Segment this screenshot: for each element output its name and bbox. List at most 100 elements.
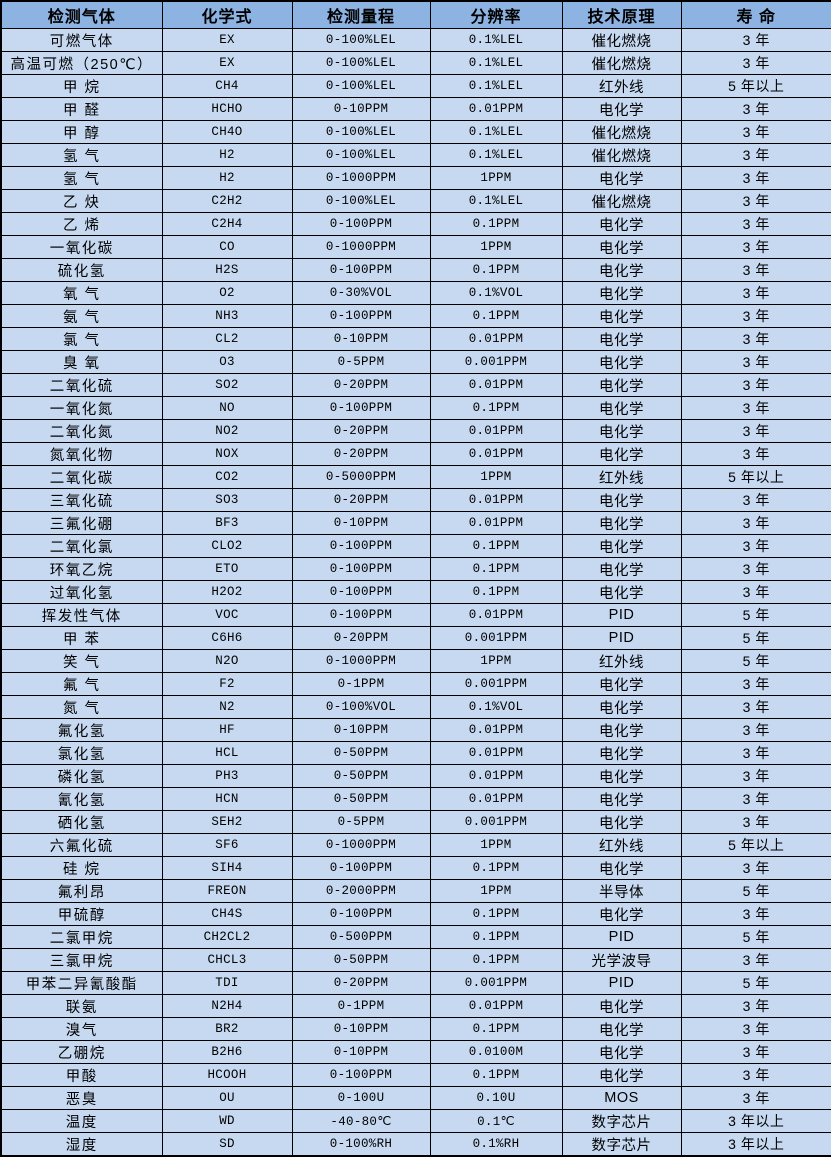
- cell-formula: EX: [161, 51, 293, 75]
- column-header-lifetime: 寿 命: [680, 0, 831, 29]
- cell-life: 5 年以上: [680, 465, 831, 489]
- cell-range: 0-10PPM: [291, 97, 431, 121]
- cell-tech: 电化学: [561, 580, 682, 604]
- cell-name: 一氧化氮: [0, 396, 163, 420]
- cell-life: 3 年: [680, 557, 831, 581]
- cell-formula: H2: [161, 166, 293, 190]
- cell-resolution: 1PPM: [429, 649, 563, 673]
- cell-resolution: 0.1%RH: [429, 1132, 563, 1157]
- table-row: 氨 气 NH3 0-100PPM 0.1PPM 电化学 3 年: [0, 304, 831, 328]
- cell-range: 0-100PPM: [291, 580, 431, 604]
- column-header-resolution: 分辨率: [429, 0, 563, 29]
- cell-tech: PID: [561, 603, 682, 627]
- cell-life: 3 年: [680, 97, 831, 121]
- cell-resolution: 1PPM: [429, 465, 563, 489]
- cell-tech: 电化学: [561, 718, 682, 742]
- table-row: 二氧化碳 CO2 0-5000PPM 1PPM 红外线 5 年以上: [0, 465, 831, 489]
- table-row: 二氯甲烷 CH2CL2 0-500PPM 0.1PPM PID 5 年: [0, 925, 831, 949]
- cell-name: 硒化氢: [0, 810, 163, 834]
- table-row: 氧 气 O2 0-30%VOL 0.1%VOL 电化学 3 年: [0, 281, 831, 305]
- cell-range: 0-100%LEL: [291, 74, 431, 98]
- cell-tech: 半导体: [561, 879, 682, 903]
- cell-name: 乙 炔: [0, 189, 163, 213]
- cell-life: 3 年: [680, 1040, 831, 1064]
- cell-formula: BF3: [161, 511, 293, 535]
- cell-tech: 电化学: [561, 350, 682, 374]
- cell-life: 3 年: [680, 120, 831, 144]
- cell-formula: TDI: [161, 971, 293, 995]
- table-row: 硅 烷 SIH4 0-100PPM 0.1PPM 电化学 3 年: [0, 856, 831, 880]
- cell-range: 0-1000PPM: [291, 235, 431, 259]
- cell-name: 一氧化碳: [0, 235, 163, 259]
- table-row: 甲苯二异氰酸酯 TDI 0-20PPM 0.001PPM PID 5 年: [0, 971, 831, 995]
- table-row: 乙 烯 C2H4 0-100PPM 0.1PPM 电化学 3 年: [0, 212, 831, 236]
- cell-tech: 催化燃烧: [561, 120, 682, 144]
- cell-resolution: 0.10U: [429, 1086, 563, 1110]
- cell-formula: CO: [161, 235, 293, 259]
- cell-range: 0-100PPM: [291, 304, 431, 328]
- table-row: 三氟化硼 BF3 0-10PPM 0.01PPM 电化学 3 年: [0, 511, 831, 535]
- cell-range: 0-1000PPM: [291, 649, 431, 673]
- cell-tech: 电化学: [561, 1063, 682, 1087]
- cell-life: 5 年: [680, 649, 831, 673]
- cell-tech: 电化学: [561, 1040, 682, 1064]
- cell-tech: 电化学: [561, 327, 682, 351]
- cell-tech: 电化学: [561, 281, 682, 305]
- cell-name: 甲 醛: [0, 97, 163, 121]
- cell-range: 0-100PPM: [291, 603, 431, 627]
- cell-resolution: 0.01PPM: [429, 373, 563, 397]
- cell-tech: 电化学: [561, 373, 682, 397]
- cell-range: 0-50PPM: [291, 787, 431, 811]
- cell-life: 3 年: [680, 281, 831, 305]
- cell-tech: 电化学: [561, 741, 682, 765]
- cell-formula: CHCL3: [161, 948, 293, 972]
- cell-range: 0-100PPM: [291, 396, 431, 420]
- cell-name: 环氧乙烷: [0, 557, 163, 581]
- cell-name: 笑 气: [0, 649, 163, 673]
- cell-formula: C2H4: [161, 212, 293, 236]
- table-row: 恶臭 OU 0-100U 0.10U MOS 3 年: [0, 1086, 831, 1110]
- cell-tech: 光学波导: [561, 948, 682, 972]
- table-row: 氟化氢 HF 0-10PPM 0.01PPM 电化学 3 年: [0, 718, 831, 742]
- cell-life: 3 年: [680, 212, 831, 236]
- cell-resolution: 1PPM: [429, 235, 563, 259]
- cell-formula: VOC: [161, 603, 293, 627]
- cell-range: 0-100PPM: [291, 258, 431, 282]
- cell-range: 0-20PPM: [291, 442, 431, 466]
- cell-range: 0-20PPM: [291, 488, 431, 512]
- cell-formula: F2: [161, 672, 293, 696]
- cell-resolution: 0.001PPM: [429, 626, 563, 650]
- column-header-gas-name: 检测气体: [0, 0, 163, 29]
- cell-range: 0-2000PPM: [291, 879, 431, 903]
- cell-life: 5 年以上: [680, 74, 831, 98]
- cell-name: 氮 气: [0, 695, 163, 719]
- cell-life: 5 年: [680, 626, 831, 650]
- cell-resolution: 1PPM: [429, 833, 563, 857]
- cell-tech: 电化学: [561, 856, 682, 880]
- cell-tech: 电化学: [561, 488, 682, 512]
- table-row: 二氧化氯 CLO2 0-100PPM 0.1PPM 电化学 3 年: [0, 534, 831, 558]
- cell-name: 氯化氢: [0, 741, 163, 765]
- cell-resolution: 0.01PPM: [429, 327, 563, 351]
- cell-formula: NO: [161, 396, 293, 420]
- cell-range: 0-20PPM: [291, 626, 431, 650]
- cell-tech: 电化学: [561, 1017, 682, 1041]
- cell-formula: O2: [161, 281, 293, 305]
- cell-tech: PID: [561, 925, 682, 949]
- cell-resolution: 1PPM: [429, 879, 563, 903]
- cell-tech: 红外线: [561, 465, 682, 489]
- cell-resolution: 0.1PPM: [429, 580, 563, 604]
- cell-formula: HF: [161, 718, 293, 742]
- cell-formula: NOX: [161, 442, 293, 466]
- cell-name: 挥发性气体: [0, 603, 163, 627]
- cell-tech: MOS: [561, 1086, 682, 1110]
- table-row: 六氟化硫 SF6 0-1000PPM 1PPM 红外线 5 年以上: [0, 833, 831, 857]
- cell-formula: H2O2: [161, 580, 293, 604]
- cell-tech: 电化学: [561, 97, 682, 121]
- cell-life: 3 年: [680, 350, 831, 374]
- cell-tech: 电化学: [561, 166, 682, 190]
- cell-tech: 电化学: [561, 902, 682, 926]
- cell-life: 3 年: [680, 235, 831, 259]
- cell-formula: CO2: [161, 465, 293, 489]
- table-row: 硒化氢 SEH2 0-5PPM 0.001PPM 电化学 3 年: [0, 810, 831, 834]
